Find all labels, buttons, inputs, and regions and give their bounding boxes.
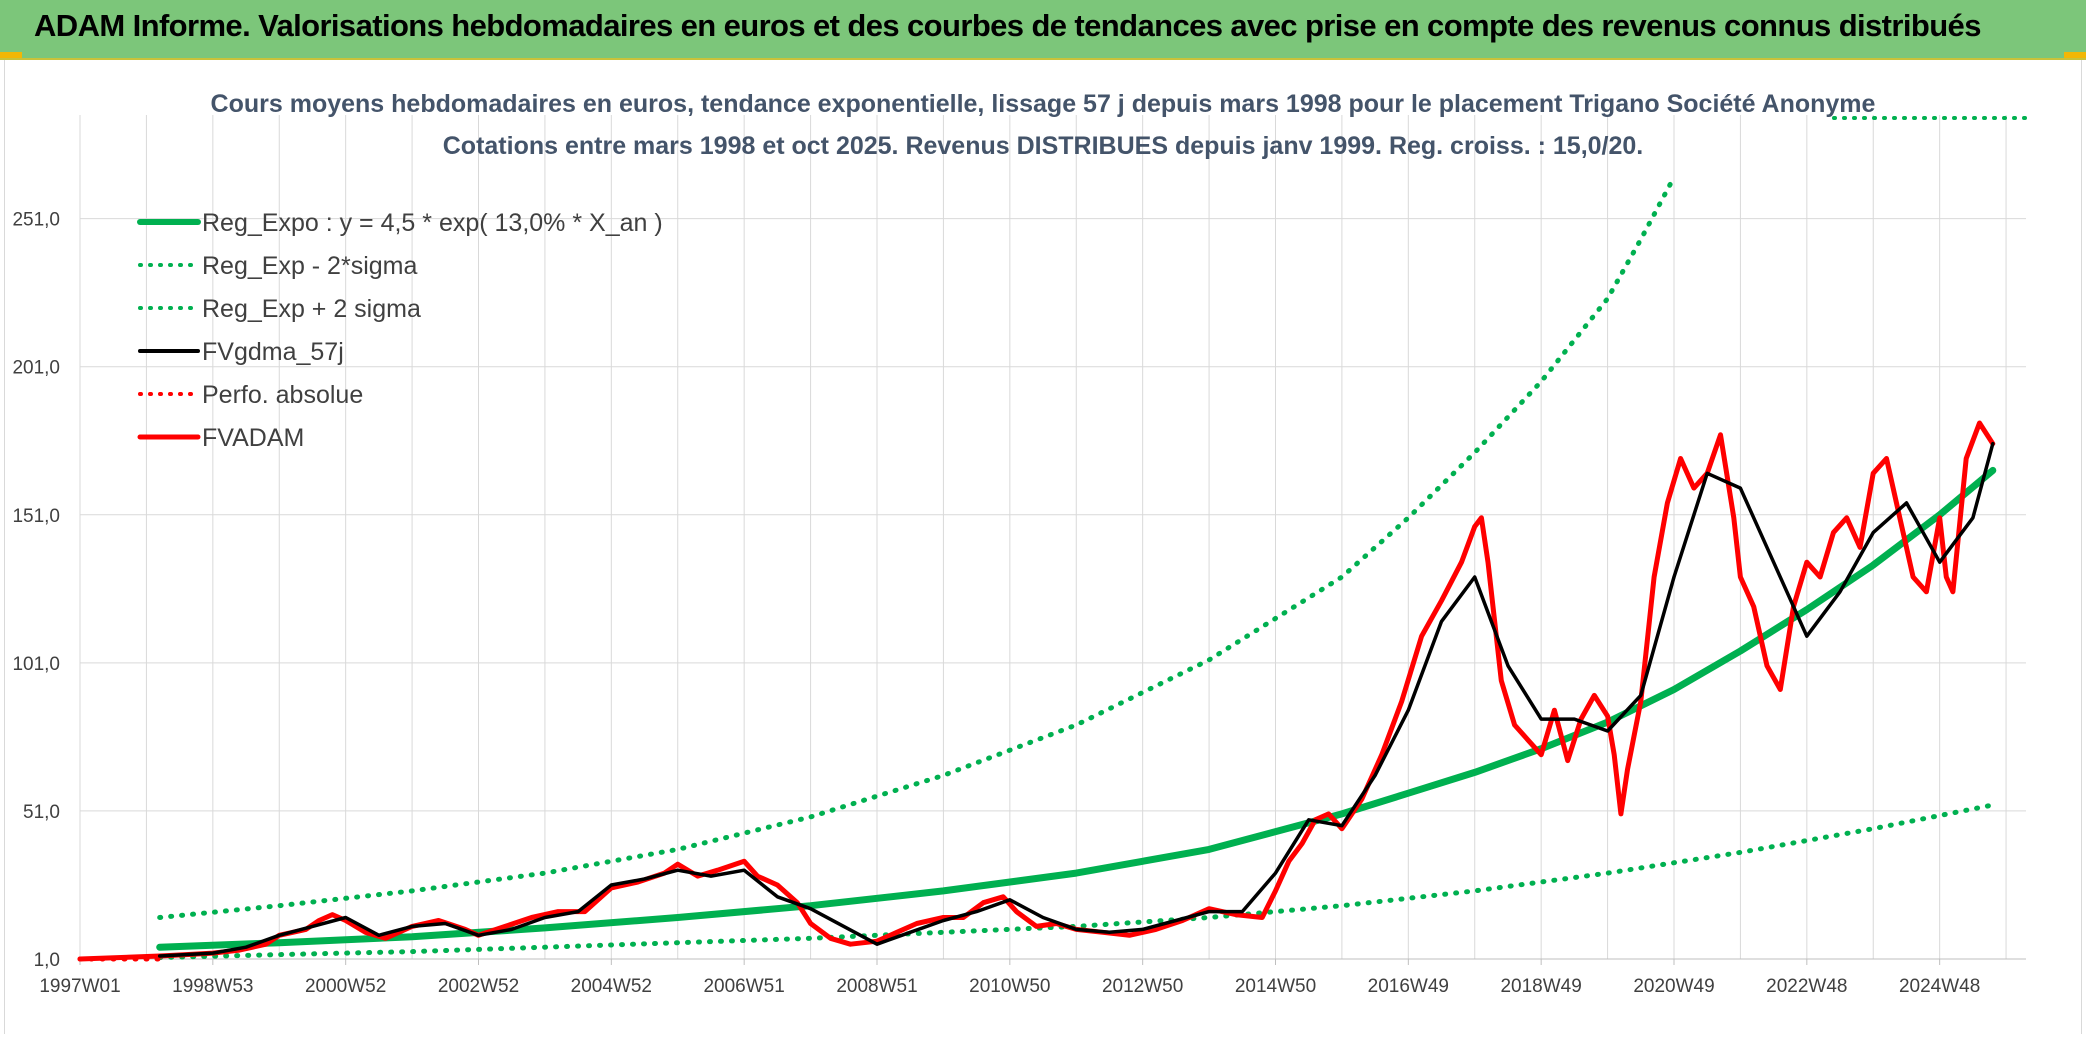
- x-tick-label: 2006W51: [703, 976, 784, 997]
- report-title: ADAM Informe. Valorisations hebdomadaire…: [34, 8, 1981, 43]
- y-tick-label: 251,0: [12, 210, 60, 231]
- x-tick-label: 2002W52: [438, 976, 519, 997]
- legend-label: Reg_Exp + 2 sigma: [202, 295, 421, 323]
- series-line-reg-expo-y-4-5-exp-13-0-x-an: [156, 466, 1997, 951]
- report-header: ADAM Informe. Valorisations hebdomadaire…: [0, 0, 2086, 60]
- y-tick-label: 201,0: [12, 358, 60, 379]
- legend-label: Reg_Exp - 2*sigma: [202, 252, 417, 280]
- x-tick-label: 1997W01: [39, 976, 120, 997]
- series-line-reg-exp-2-sigma: [157, 802, 1996, 960]
- y-tick-label: 151,0: [12, 506, 60, 527]
- legend-label: FVgdma_57j: [202, 338, 344, 366]
- x-tick-label: 2020W49: [1633, 976, 1714, 997]
- chart-series: [77, 174, 1997, 962]
- legend-label: FVADAM: [202, 424, 304, 452]
- chart-subtitle: Cotations entre mars 1998 et oct 2025. R…: [443, 132, 1644, 160]
- chart-title: Cours moyens hebdomadaires en euros, ten…: [211, 90, 1876, 118]
- header-corner-right: [2064, 52, 2086, 58]
- x-tick-label: 2010W50: [969, 976, 1050, 997]
- y-tick-label: 101,0: [12, 654, 60, 675]
- series-line-fvgdma-57j: [157, 441, 1995, 958]
- x-tick-label: 2024W48: [1899, 976, 1980, 997]
- legend-label: Perfo. absolue: [202, 381, 363, 409]
- x-tick-label: 2018W49: [1500, 976, 1581, 997]
- chart-legend: Reg_Expo : y = 4,5 * exp( 13,0% * X_an )…: [137, 209, 663, 452]
- x-tick-label: 2004W52: [571, 976, 652, 997]
- y-tick-label: 51,0: [23, 802, 60, 823]
- legend-label: Reg_Expo : y = 4,5 * exp( 13,0% * X_an ): [202, 209, 663, 237]
- x-tick-label: 2008W51: [836, 976, 917, 997]
- x-tick-label: 2000W52: [305, 976, 386, 997]
- x-tick-label: 2012W50: [1102, 976, 1183, 997]
- series-line-fvadam: [77, 420, 1996, 962]
- x-tick-label: 2022W48: [1766, 976, 1847, 997]
- chart-frame: [4, 60, 2082, 1034]
- series-line-reg-exp-2-sigma: [157, 174, 1677, 920]
- x-tick-label: 2016W49: [1368, 976, 1449, 997]
- chart-axes: 1,0 51,0 101,0 151,0 201,0 251,0 1997W01 1998W5…: [12, 210, 2026, 997]
- y-tick-label: 1,0: [34, 950, 60, 971]
- x-tick-label: 2014W50: [1235, 976, 1316, 997]
- header-corner-left: [0, 52, 22, 58]
- x-tick-label: 1998W53: [172, 976, 253, 997]
